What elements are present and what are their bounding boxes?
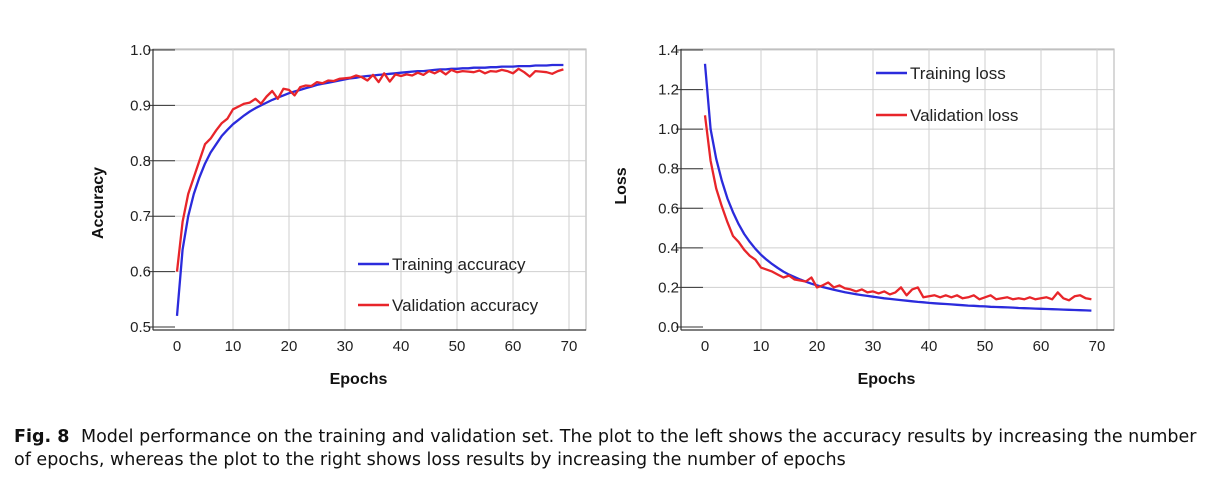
x-tick-label: 0 (173, 338, 181, 355)
x-tick-label: 60 (505, 338, 522, 355)
x-tick-label: 30 (337, 338, 354, 355)
y-tick-label: 0.5 (130, 319, 151, 336)
y-axis-label: Loss (613, 167, 630, 204)
x-tick-label: 60 (1033, 338, 1050, 355)
figure-caption: Fig. 8 Model performance on the training… (14, 426, 1209, 472)
x-tick-label: 0 (701, 338, 709, 355)
figure-label: Fig. 8 (14, 427, 70, 447)
x-axis-label: Epochs (858, 371, 916, 388)
y-axis-label: Accuracy (90, 167, 107, 239)
x-tick-label: 30 (865, 338, 882, 355)
legend-label: Training loss (910, 64, 1006, 83)
series-line-training-accuracy (175, 63, 564, 316)
x-tick-label: 20 (281, 338, 298, 355)
y-tick-label: 1.0 (658, 121, 679, 138)
y-tick-label: 0.2 (658, 279, 679, 296)
y-tick-label: 0.7 (130, 208, 151, 225)
y-tick-label: 1.4 (658, 42, 679, 59)
x-tick-label: 40 (921, 338, 938, 355)
y-tick-label: 0.8 (658, 161, 679, 178)
y-tick-label: 0.9 (130, 97, 151, 114)
y-tick-label: 0.4 (658, 240, 679, 257)
x-tick-label: 10 (753, 338, 770, 355)
caption-text: Model performance on the training and va… (14, 427, 1197, 470)
y-tick-label: 1.2 (658, 82, 679, 99)
x-tick-label: 50 (977, 338, 994, 355)
x-tick-label: 70 (1089, 338, 1106, 355)
series-line-training-loss (703, 63, 1092, 312)
x-tick-label: 20 (809, 338, 826, 355)
x-axis-label: Epochs (330, 371, 388, 388)
x-tick-label: 50 (449, 338, 466, 355)
series-line-validation-loss (703, 115, 1092, 302)
y-tick-label: 0.0 (658, 319, 679, 336)
plot-frame (152, 48, 587, 331)
figure-charts: 0 10 20 30 40 50 60 70 0.5 0.6 0.7 0.8 0.9 1.0 Epochs A… (90, 42, 1115, 388)
legend-label: Training accuracy (392, 255, 526, 274)
y-tick-label: 0.6 (130, 264, 151, 281)
x-tick-label: 40 (393, 338, 410, 355)
legend-label: Validation loss (910, 106, 1018, 125)
y-tick-label: 0.8 (130, 153, 151, 170)
legend-label: Validation accuracy (392, 296, 539, 315)
x-tick-label: 10 (225, 338, 242, 355)
plot-frame (680, 48, 1115, 331)
x-tick-label: 70 (561, 338, 578, 355)
chart-1: 0 10 20 30 40 50 60 70 0.0 0.2 0.4 0.6 0.8 1.0 1.2 1.4 E… (613, 42, 1115, 388)
y-tick-label: 0.6 (658, 200, 679, 217)
y-tick-label: 1.0 (130, 42, 151, 59)
chart-0: 0 10 20 30 40 50 60 70 0.5 0.6 0.7 0.8 0.9 1.0 Epochs A… (90, 42, 587, 388)
series-line-validation-accuracy (175, 67, 564, 272)
